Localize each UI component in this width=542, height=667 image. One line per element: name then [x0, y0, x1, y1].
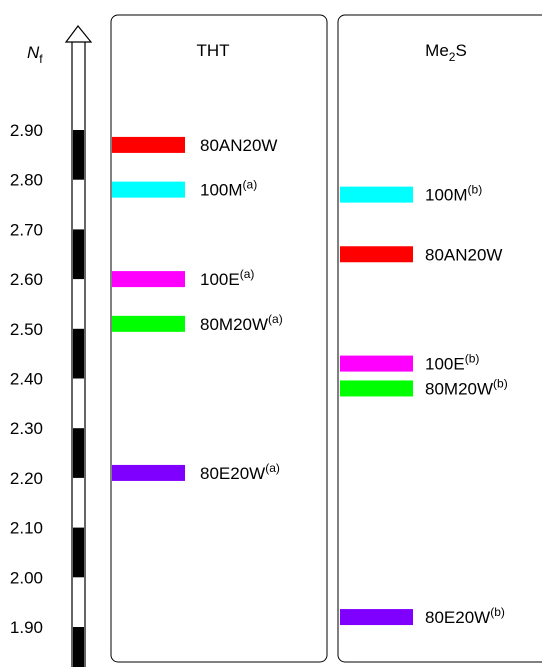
axis-stripe	[73, 328, 84, 379]
axis-tick-label: 2.50	[10, 320, 43, 339]
axis-tick-label: 2.60	[10, 270, 43, 289]
panel-me2s: Me2S 100M(b) 80AN20W 100E(b)80M20W(b) 80E20…	[337, 14, 542, 663]
axis-tick-label: 2.10	[10, 519, 43, 538]
axis-tick-label: 2.20	[10, 469, 43, 488]
panel-tht: THT 80AN20W 100M(a) 100E(a) 80M20W(a) 80E20W…	[110, 14, 328, 663]
level-label: 100M(a)	[200, 178, 257, 200]
axis-tick-label: 2.70	[10, 220, 43, 239]
level-bar	[340, 355, 413, 372]
axis-tick-label: 2.90	[10, 121, 43, 140]
axis-label: Nf	[27, 43, 43, 66]
axis-stripe	[73, 428, 84, 478]
axis-stripe	[73, 527, 84, 578]
axis-tick-label: 1.90	[10, 618, 43, 637]
axis-tick-label: 2.40	[10, 370, 43, 389]
panel-levels: 100M(b) 80AN20W 100E(b)80M20W(b) 80E20W(b)	[340, 183, 508, 627]
level-bar	[112, 315, 185, 332]
panel-title: THT	[196, 41, 229, 60]
axis-arrowhead	[64, 25, 93, 43]
level-bar	[340, 609, 413, 626]
level-label: 80M20W(b)	[425, 376, 508, 398]
panel-frame	[110, 14, 328, 663]
level-bar	[340, 246, 413, 263]
level-bar	[112, 464, 185, 481]
level-label: 80M20W(a)	[200, 312, 283, 334]
axis-stripe	[73, 229, 84, 280]
level-label: 100E(a)	[200, 267, 254, 289]
axis-stripe	[73, 627, 84, 667]
axis-stripes	[73, 130, 84, 667]
axis-tick-label: 2.30	[10, 419, 43, 438]
level-label: 100E(b)	[425, 352, 479, 374]
axis-stripe	[73, 130, 84, 180]
level-label: 80AN20W	[425, 245, 502, 264]
level-label: 80E20W(b)	[425, 605, 505, 627]
level-label: 80E20W(a)	[200, 461, 280, 483]
level-bar	[340, 380, 413, 397]
panel-title: Me2S	[425, 41, 467, 64]
panel-frame	[337, 14, 542, 663]
level-bar	[112, 136, 185, 153]
axis-tick-label: 2.80	[10, 171, 43, 190]
axis-tick-labels: 2.90 2.80 2.70 2.60 2.50 2.40 2.30 2.20 2.10 2.00…	[10, 121, 43, 637]
panel-levels: 80AN20W 100M(a) 100E(a) 80M20W(a) 80E20W(a)	[112, 136, 283, 483]
axis-tick-label: 2.00	[10, 568, 43, 587]
level-label: 100M(b)	[425, 183, 482, 205]
level-label: 80AN20W	[200, 136, 277, 155]
level-bar	[112, 271, 185, 288]
level-bar	[340, 186, 413, 203]
level-bar	[112, 181, 185, 198]
nf-axis: Nf 2.902.802.702.602.502.402.302.202.102…	[10, 25, 93, 667]
